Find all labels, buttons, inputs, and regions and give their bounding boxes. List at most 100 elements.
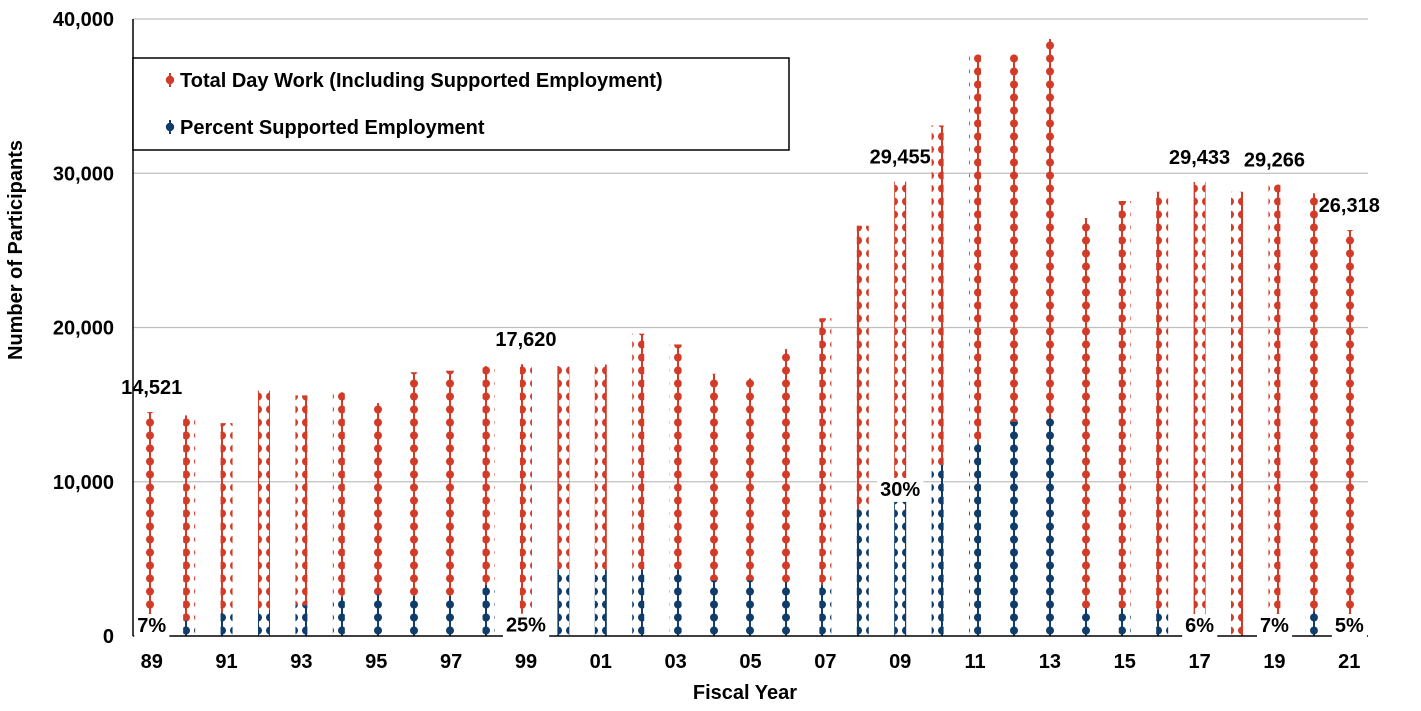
x-tick-label: 11 bbox=[964, 651, 985, 673]
bar-total-day-work bbox=[370, 403, 383, 595]
percent-data-label: 7% bbox=[137, 615, 166, 637]
bar-supported-employment bbox=[257, 609, 270, 636]
percent-data-label: 5% bbox=[1335, 615, 1364, 637]
bar-total-day-work bbox=[894, 181, 907, 488]
x-tick-label: 01 bbox=[590, 651, 612, 673]
bar-supported-employment bbox=[482, 585, 495, 636]
legend: Total Day Work (Including Supported Empl… bbox=[132, 57, 790, 151]
bar-total-day-work bbox=[1305, 193, 1318, 612]
y-tick-label: 10,000 bbox=[53, 472, 114, 494]
value-data-label: 29,455 bbox=[870, 147, 931, 169]
bar-total-day-work bbox=[1006, 54, 1019, 422]
bar-supported-employment bbox=[445, 595, 458, 636]
legend-marker-red-icon bbox=[165, 73, 175, 87]
x-tick-label: 19 bbox=[1263, 651, 1285, 673]
value-data-label: 29,433 bbox=[1169, 147, 1230, 169]
bar-supported-employment bbox=[1043, 418, 1056, 636]
legend-item-percent-supported: Percent Supported Employment bbox=[165, 117, 485, 139]
x-tick-label: 15 bbox=[1114, 651, 1136, 673]
bar-total-day-work bbox=[1231, 191, 1244, 636]
y-tick-label: 30,000 bbox=[53, 163, 114, 185]
x-tick-label: 03 bbox=[665, 651, 687, 673]
bar-supported-employment bbox=[557, 569, 570, 636]
bar-supported-employment bbox=[744, 580, 757, 636]
legend-label-total-day-work: Total Day Work (Including Supported Empl… bbox=[180, 70, 663, 92]
percent-label-background bbox=[502, 613, 550, 638]
bar-total-day-work bbox=[445, 370, 458, 596]
x-axis-title: Fiscal Year bbox=[693, 682, 797, 704]
percent-data-label: 7% bbox=[1260, 615, 1289, 637]
value-data-label: 26,318 bbox=[1319, 195, 1380, 217]
bar-supported-employment bbox=[1305, 611, 1318, 636]
bar-total-day-work bbox=[781, 349, 794, 583]
bar-supported-employment bbox=[370, 594, 383, 636]
x-tick-label: 89 bbox=[141, 651, 163, 673]
bar-total-day-work bbox=[257, 390, 270, 610]
bar-supported-employment bbox=[969, 443, 982, 636]
percent-label-background bbox=[1182, 614, 1218, 638]
x-tick-label: 17 bbox=[1188, 651, 1210, 673]
y-tick-labels: 0 10,000 20,000 30,000 40,000 bbox=[53, 9, 114, 648]
percent-label-background bbox=[1331, 614, 1367, 638]
x-tick-label: 13 bbox=[1039, 651, 1061, 673]
x-tick-label: 21 bbox=[1338, 651, 1360, 673]
bar-supported-employment bbox=[407, 595, 420, 636]
percent-label-background bbox=[877, 477, 924, 502]
bar-supported-employment bbox=[894, 487, 907, 636]
bar-total-day-work bbox=[557, 366, 570, 570]
value-data-label: 14,521 bbox=[121, 377, 182, 399]
bar-supported-employment bbox=[295, 605, 308, 636]
percent-label-background bbox=[1256, 614, 1293, 638]
bar-total-day-work bbox=[295, 395, 308, 606]
bar-supported-employment bbox=[669, 569, 682, 636]
bar-total-day-work bbox=[707, 373, 720, 581]
bar-supported-employment bbox=[220, 612, 233, 636]
x-tick-label: 05 bbox=[739, 651, 761, 673]
bar-supported-employment bbox=[1081, 608, 1094, 636]
x-tick-label: 95 bbox=[365, 651, 387, 673]
bar-total-day-work bbox=[594, 364, 607, 570]
bar-total-day-work bbox=[632, 333, 645, 570]
x-tick-label: 99 bbox=[515, 651, 537, 673]
bar-total-day-work bbox=[931, 125, 944, 465]
bar-supported-employment bbox=[1118, 608, 1131, 636]
bar-total-day-work bbox=[1343, 230, 1356, 636]
bars-group bbox=[145, 39, 1356, 636]
x-tick-label: 97 bbox=[440, 651, 462, 673]
bar-total-day-work bbox=[819, 318, 832, 586]
bar-supported-employment bbox=[183, 620, 196, 636]
bar-total-day-work bbox=[1156, 191, 1169, 610]
bar-total-day-work bbox=[407, 372, 420, 596]
percent-label-background bbox=[134, 614, 170, 638]
bar-total-day-work bbox=[1118, 201, 1131, 609]
bar-total-day-work bbox=[519, 364, 532, 624]
bar-total-day-work bbox=[1043, 39, 1056, 419]
bar-supported-employment bbox=[931, 464, 944, 636]
bar-supported-employment bbox=[707, 580, 720, 636]
bar-total-day-work bbox=[1268, 184, 1281, 636]
bar-total-day-work bbox=[220, 423, 233, 613]
x-tick-label: 93 bbox=[290, 651, 312, 673]
bar-supported-employment bbox=[632, 569, 645, 636]
x-tick-label: 07 bbox=[814, 651, 836, 673]
bar-total-day-work bbox=[669, 344, 682, 570]
percent-data-label: 6% bbox=[1185, 615, 1214, 637]
bar-total-day-work bbox=[1193, 181, 1206, 636]
bar-supported-employment bbox=[594, 569, 607, 636]
bar-total-day-work bbox=[145, 412, 158, 636]
y-axis-title: Number of Participants bbox=[5, 140, 27, 360]
bar-supported-employment bbox=[1006, 421, 1019, 636]
bar-total-day-work bbox=[332, 392, 345, 598]
legend-item-total-day-work: Total Day Work (Including Supported Empl… bbox=[165, 70, 663, 92]
y-tick-label: 0 bbox=[103, 626, 114, 648]
bar-supported-employment bbox=[819, 585, 832, 636]
bar-total-day-work bbox=[856, 225, 869, 510]
y-tick-label: 20,000 bbox=[53, 318, 114, 340]
data-labels: 14,521 7% 17,620 25% 29,455 30% 29,433 6% 29,266… bbox=[121, 147, 1380, 638]
bar-total-day-work bbox=[183, 415, 196, 621]
bar-supported-employment bbox=[781, 582, 794, 636]
bar-total-day-work bbox=[744, 378, 757, 581]
value-data-label: 29,266 bbox=[1244, 150, 1305, 172]
bar-total-day-work bbox=[969, 54, 982, 444]
